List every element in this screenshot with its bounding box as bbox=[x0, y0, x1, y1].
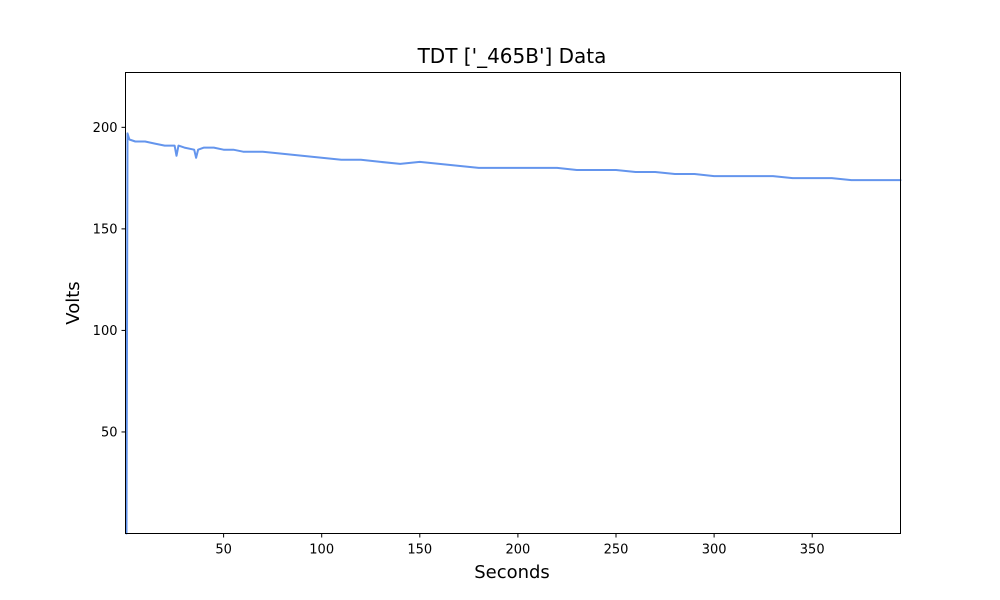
y-tick-label: 100 bbox=[93, 324, 118, 339]
x-tick-label: 100 bbox=[309, 543, 334, 558]
x-tick-label: 150 bbox=[407, 543, 432, 558]
chart-title: TDT ['_465B'] Data bbox=[417, 44, 607, 68]
x-tick-label: 250 bbox=[604, 543, 629, 558]
series-line-0 bbox=[125, 132, 902, 535]
x-tick-label: 350 bbox=[800, 543, 825, 558]
x-tick-label: 50 bbox=[215, 543, 232, 558]
x-tick-label: 300 bbox=[702, 543, 727, 558]
x-axis: 50 100 150 200 250 300 350 bbox=[215, 533, 825, 558]
x-tick-label: 200 bbox=[505, 543, 530, 558]
plot-area bbox=[125, 132, 902, 535]
y-axis: 50 100 150 200 bbox=[93, 121, 126, 440]
y-tick-label: 150 bbox=[93, 222, 118, 237]
y-tick-label: 200 bbox=[93, 121, 118, 136]
plot-frame bbox=[125, 72, 901, 534]
y-axis-label: Volts bbox=[63, 281, 84, 324]
y-tick-label: 50 bbox=[101, 425, 118, 440]
x-axis-label: Seconds bbox=[474, 562, 550, 583]
